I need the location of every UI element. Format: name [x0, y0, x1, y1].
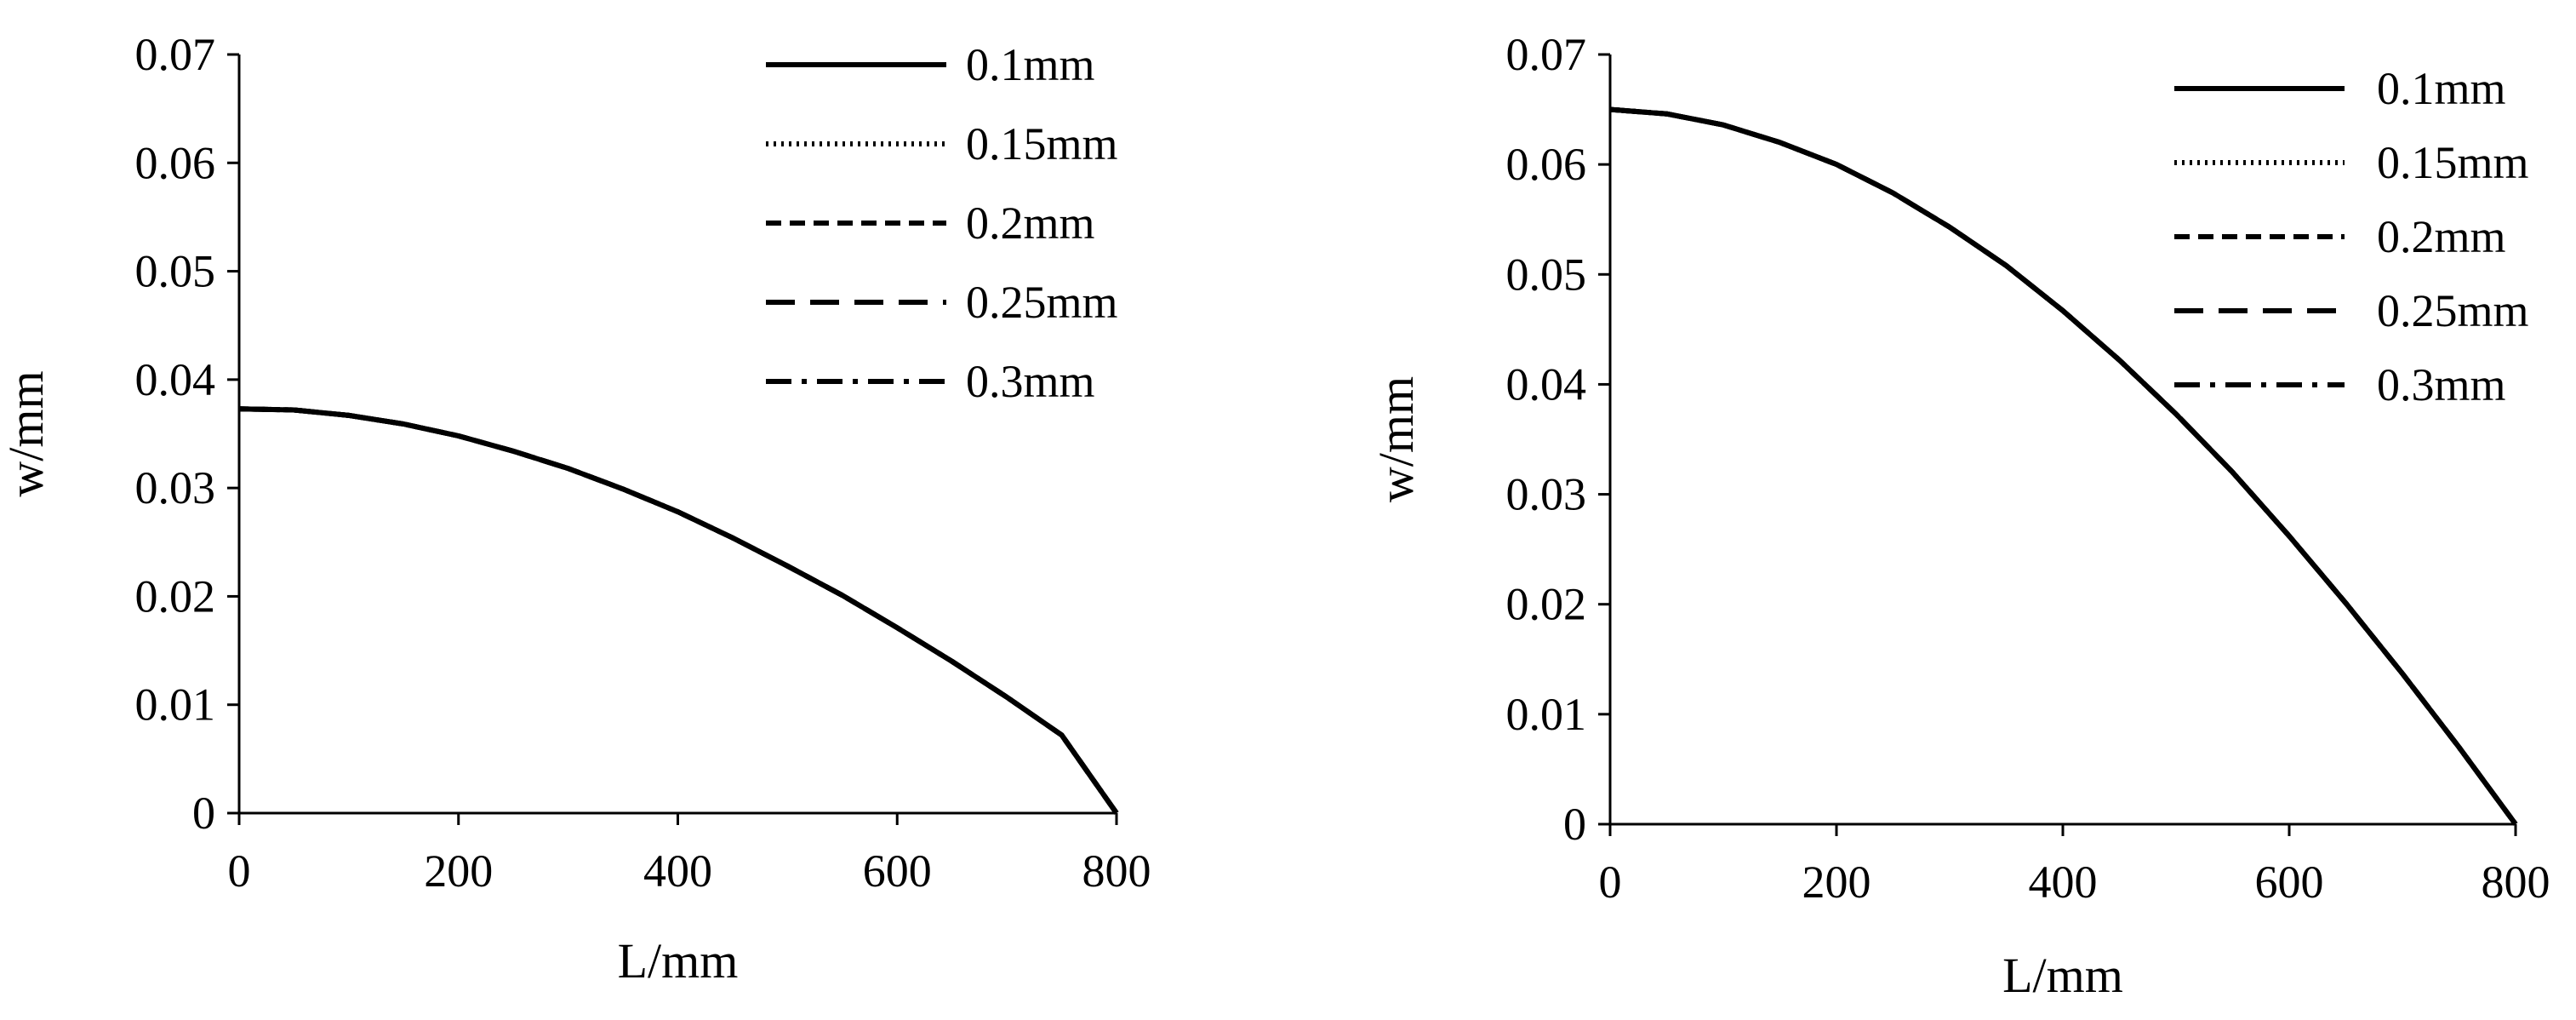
y-tick-label: 0 [192, 788, 215, 839]
y-tick-label: 0.07 [135, 29, 216, 80]
legend-label: 0.2mm [966, 198, 1095, 249]
y-tick-label: 0.05 [1506, 249, 1587, 300]
y-tick-label: 0.02 [1506, 579, 1587, 630]
x-axis-label: L/mm [618, 933, 739, 988]
legend-label: 0.3mm [2377, 359, 2506, 410]
chart-left: 0 0.01 0.02 0.03 0.04 0.05 0.06 0.07 0 200 400 600 8… [0, 29, 1151, 988]
x-tick-label: 200 [1802, 857, 1871, 908]
legend-label: 0.15mm [966, 118, 1118, 169]
x-tick-label: 400 [643, 845, 712, 897]
chart-right: 0 0.01 0.02 0.03 0.04 0.05 0.06 0.07 0 200 400 600 8… [1368, 29, 2550, 1003]
x-tick-label: 600 [863, 845, 932, 897]
x-tick-label: 0 [1599, 857, 1622, 908]
x-tick-label: 800 [1082, 845, 1151, 897]
legend-label: 0.15mm [2377, 137, 2529, 188]
legend-label: 0.1mm [966, 39, 1095, 90]
series-line-0-3mm [238, 406, 1119, 815]
x-tick-label: 600 [2255, 857, 2324, 908]
legend-label: 0.3mm [966, 356, 1095, 407]
y-axis-label: w/mm [1368, 376, 1424, 502]
y-tick-label: 0.05 [135, 246, 216, 297]
series-line-0-1mm [238, 406, 1119, 815]
y-axis-label: w/mm [0, 370, 54, 496]
y-tick-label: 0.03 [1506, 469, 1587, 520]
x-tick-label: 400 [2029, 857, 2098, 908]
y-tick-label: 0.03 [135, 462, 216, 513]
x-tick-label: 800 [2482, 857, 2550, 908]
x-tick-label: 200 [424, 845, 493, 897]
x-tick-label: 0 [228, 845, 251, 897]
y-tick-label: 0.04 [135, 354, 216, 405]
legend-label: 0.2mm [2377, 211, 2506, 262]
x-axis-label: L/mm [2002, 948, 2123, 1003]
y-tick-label: 0.02 [135, 570, 216, 622]
y-tick-label: 0.01 [135, 679, 216, 731]
y-tick-label: 0.06 [1506, 139, 1587, 190]
series-line-0-15mm [238, 406, 1119, 815]
series-line-0-25mm [238, 406, 1119, 815]
y-tick-label: 0.06 [135, 137, 216, 188]
y-tick-label: 0.01 [1506, 689, 1587, 740]
legend-label: 0.25mm [2377, 285, 2529, 336]
y-tick-label: 0.07 [1506, 29, 1587, 80]
series-line-0-2mm [238, 406, 1119, 815]
y-tick-label: 0 [1563, 799, 1586, 850]
legend-label: 0.1mm [2377, 63, 2506, 114]
legend-label: 0.25mm [966, 277, 1118, 328]
series-line-0-1mm [1609, 106, 2518, 826]
y-tick-label: 0.04 [1506, 358, 1587, 410]
